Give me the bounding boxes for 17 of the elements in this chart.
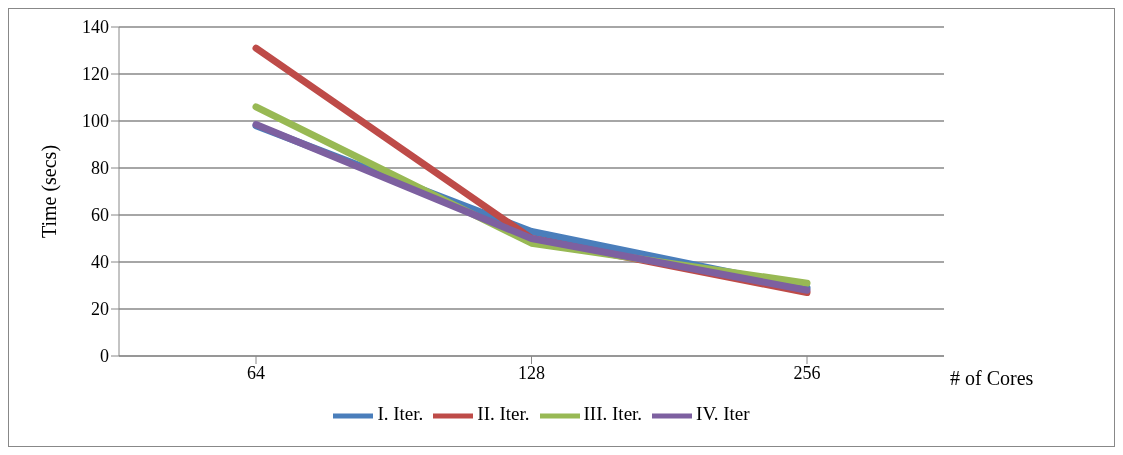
y-tick-label: 80: [91, 158, 109, 179]
y-tick-label: 100: [82, 111, 109, 132]
legend-label: I. Iter.: [377, 403, 424, 425]
x-axis-title: # of Cores: [950, 367, 1034, 390]
y-tick-label: 120: [82, 64, 109, 85]
y-tick-label: 60: [91, 205, 109, 226]
y-axis-title: Time (secs): [38, 144, 62, 239]
y-tick-label: 140: [82, 17, 109, 38]
legend-label: II. Iter.: [477, 403, 530, 425]
y-tick-label: 0: [100, 346, 109, 367]
legend-label: III. Iter.: [583, 403, 643, 425]
legend-label: IV. Iter: [696, 403, 750, 425]
x-tick-label: 64: [247, 362, 265, 383]
y-tick-label: 40: [91, 252, 109, 273]
y-tick-label: 20: [91, 299, 109, 320]
x-tick-label: 128: [518, 362, 545, 383]
x-tick-label: 256: [793, 362, 821, 383]
